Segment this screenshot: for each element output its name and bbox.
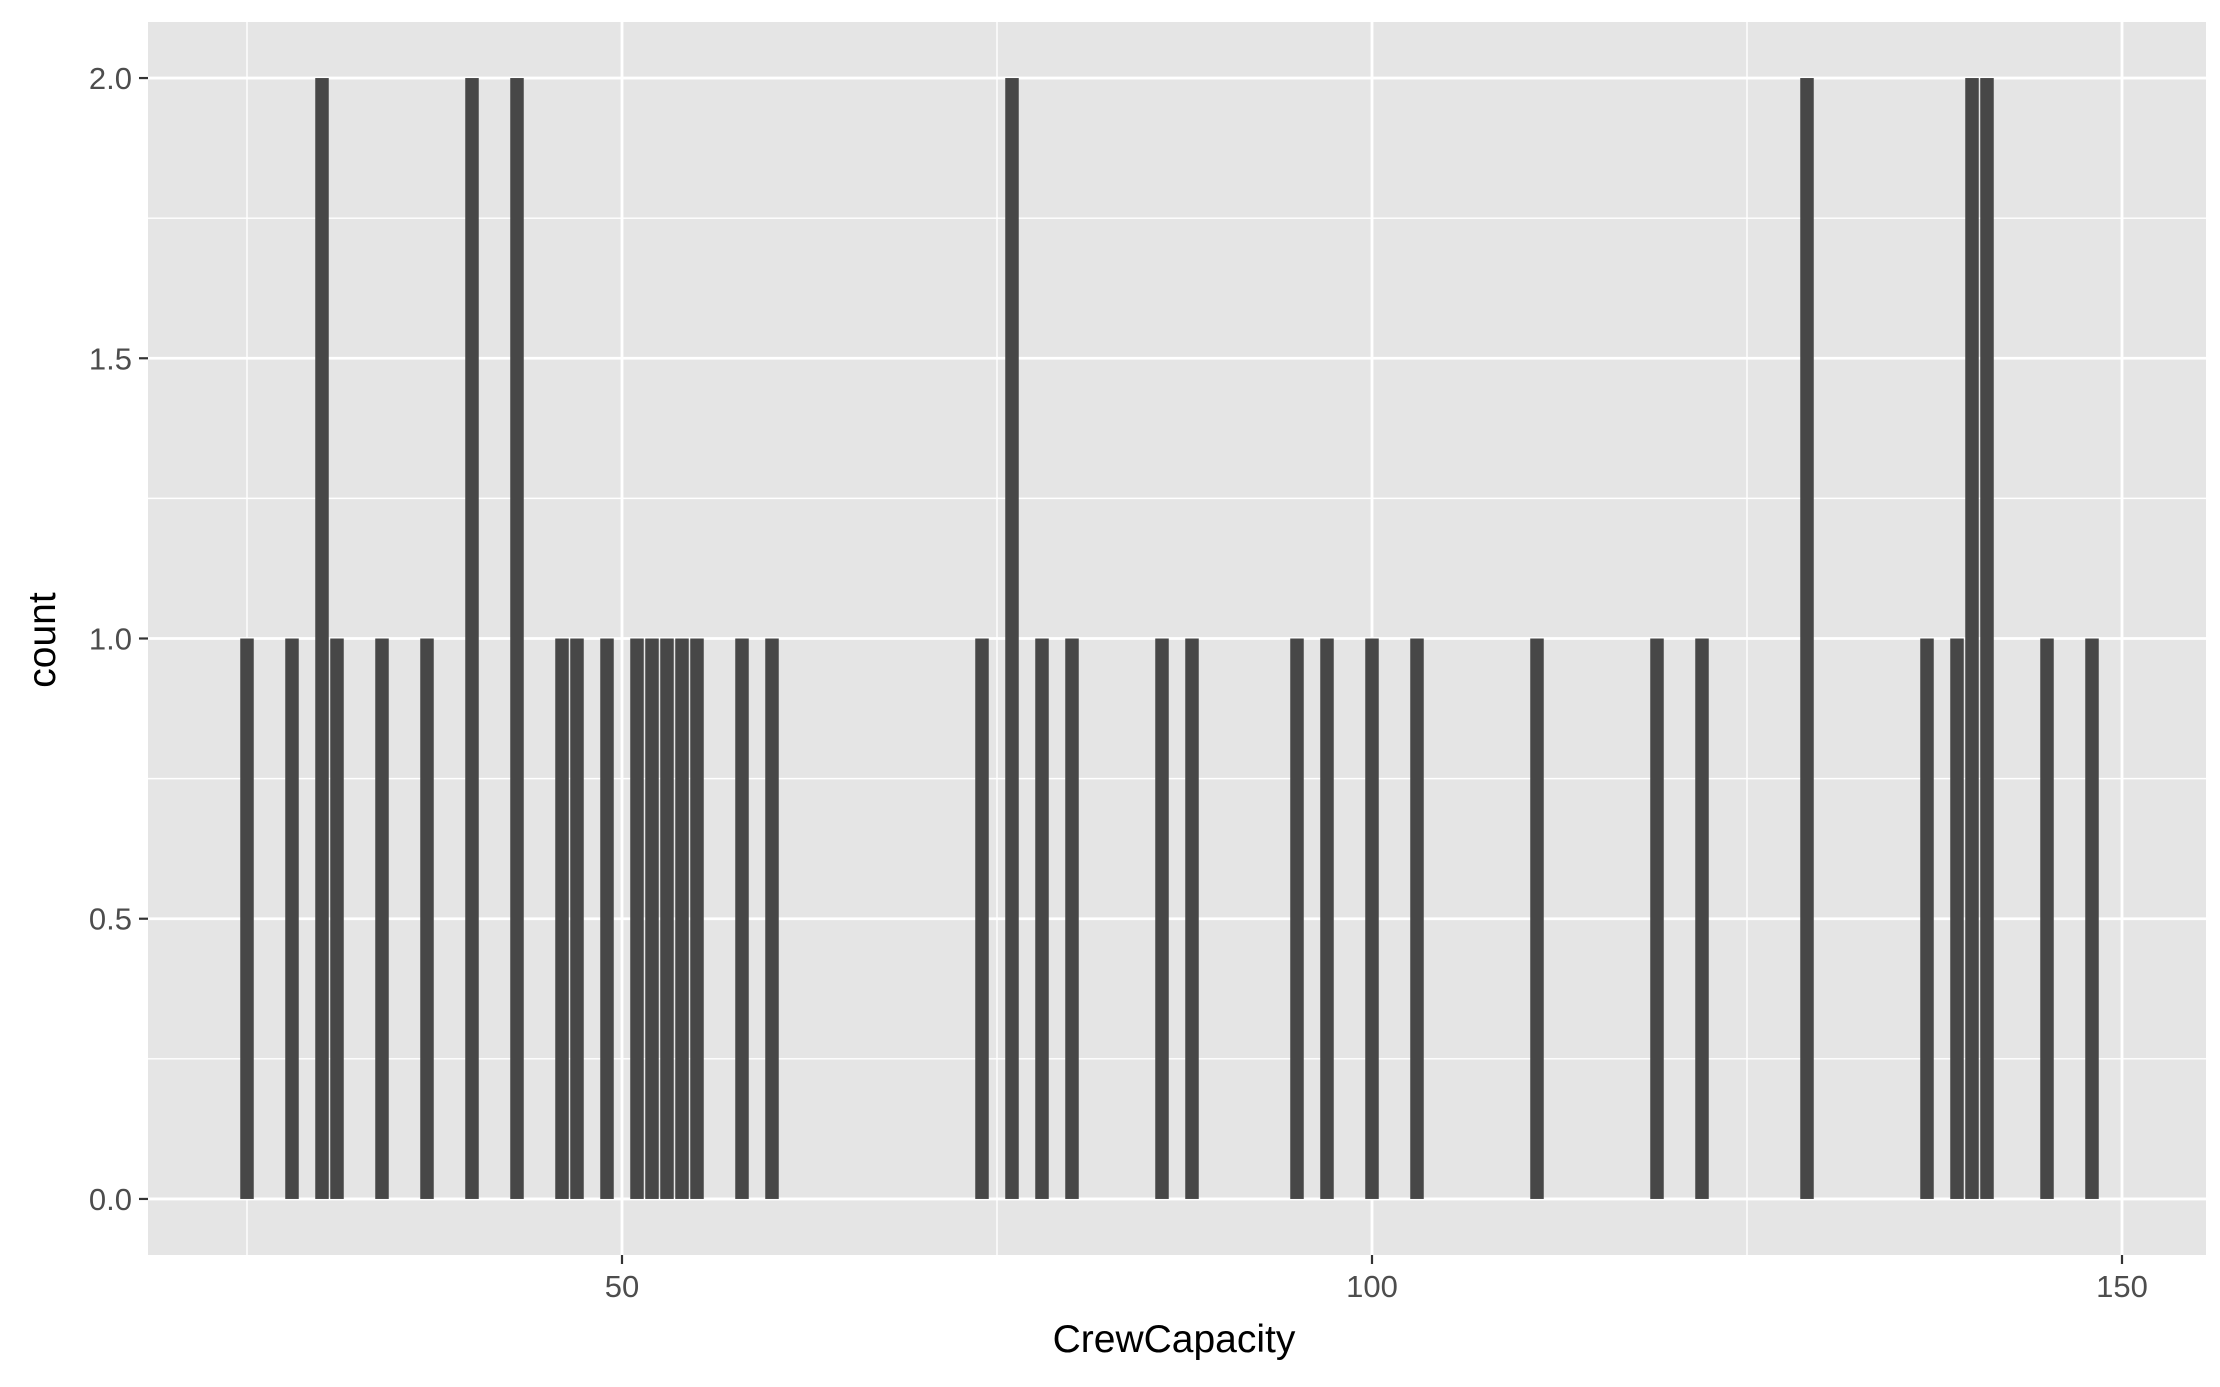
histogram-bar (555, 638, 569, 1199)
histogram-bar (1980, 78, 1994, 1199)
y-axis: 0.0 0.5 1.0 1.5 2.0 (89, 61, 148, 1217)
histogram-bar (1530, 638, 1544, 1199)
histogram-bar (675, 638, 689, 1199)
y-tick-label: 0.0 (89, 1182, 132, 1217)
histogram-bar (1155, 638, 1169, 1199)
histogram-bar (765, 638, 779, 1199)
histogram-bar (2085, 638, 2099, 1199)
histogram-bar (1365, 638, 1379, 1199)
histogram-bar (570, 638, 584, 1199)
histogram-bar (1290, 638, 1304, 1199)
histogram-bar (975, 638, 989, 1199)
histogram-bar (1800, 78, 1814, 1199)
histogram-bar (2040, 638, 2054, 1199)
x-axis-title: CrewCapacity (1053, 1318, 1296, 1361)
y-tick-label: 1.0 (89, 622, 132, 657)
histogram-bar (1695, 638, 1709, 1199)
histogram-bar (735, 638, 749, 1199)
histogram-bar (465, 78, 479, 1199)
histogram-bar (1920, 638, 1934, 1199)
histogram-bar (690, 638, 704, 1199)
histogram-bar (1410, 638, 1424, 1199)
x-tick-label: 100 (1346, 1269, 1398, 1304)
histogram-bar (240, 638, 254, 1199)
x-axis: 50 100 150 (605, 1255, 2148, 1304)
grid-major (148, 22, 2206, 1255)
x-tick-label: 150 (2096, 1269, 2148, 1304)
histogram-bar (630, 638, 644, 1199)
y-tick-label: 1.5 (89, 341, 132, 376)
histogram-bar (1965, 78, 1979, 1199)
histogram-bar (1650, 638, 1664, 1199)
histogram-bar (1320, 638, 1334, 1199)
histogram-bar (510, 78, 524, 1199)
histogram-bar (1005, 78, 1019, 1199)
x-tick-label: 50 (605, 1269, 639, 1304)
histogram-bar (330, 638, 344, 1199)
histogram-bar (420, 638, 434, 1199)
histogram-bar (315, 78, 329, 1199)
histogram-bar (1035, 638, 1049, 1199)
y-axis-title: count (21, 592, 64, 688)
histogram-bar (285, 638, 299, 1199)
y-tick-label: 2.0 (89, 61, 132, 96)
y-tick-label: 0.5 (89, 902, 132, 937)
histogram-bar (660, 638, 674, 1199)
histogram-bar (1185, 638, 1199, 1199)
histogram-bar (645, 638, 659, 1199)
histogram-bar (600, 638, 614, 1199)
histogram-bar (375, 638, 389, 1199)
histogram-bar (1065, 638, 1079, 1199)
bars (240, 78, 2099, 1199)
histogram-bar (1950, 638, 1964, 1199)
